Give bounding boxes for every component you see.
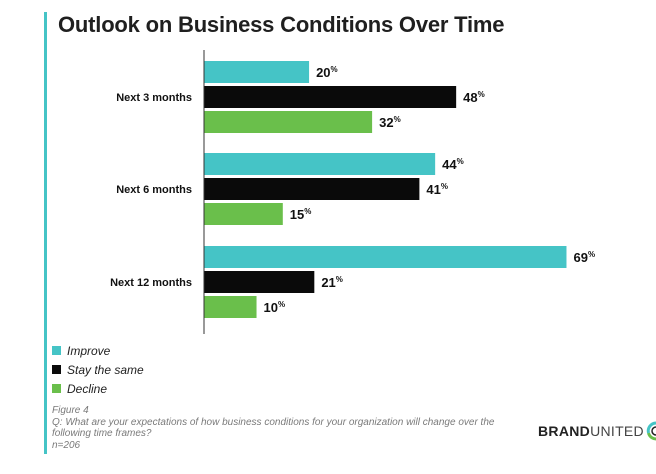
chart-title: Outlook on Business Conditions Over Time [58,12,505,37]
legend: Improve Stay the same Decline [52,341,144,398]
bar-decline-next-12-months [204,296,257,318]
logo-text-bold: BRAND [538,423,591,439]
legend-label-decline: Decline [67,381,108,396]
data-label-improve-next-3-months: 20% [316,65,338,80]
legend-swatch-decline [52,384,61,393]
title-accent-bar [44,12,47,454]
legend-swatch-improve [52,346,61,355]
legend-label-improve: Improve [67,343,111,358]
bar-improve-next-12-months [204,246,567,268]
data-label-decline-next-3-months: 32% [379,115,401,130]
data-label-improve-next-6-months: 44% [442,157,464,172]
bar-decline-next-6-months [204,203,283,225]
data-label-decline-next-6-months: 15% [290,207,312,222]
category-label-next-3-months: Next 3 months [116,92,192,104]
figure-number: Figure 4 [52,405,89,416]
bar-improve-next-6-months [204,153,436,175]
sample-size: n=206 [52,439,81,451]
logo-text-light: UNITED [590,423,644,439]
brand-logo: BRAND UNITED [538,420,656,442]
legend-item-decline: Decline [52,379,144,398]
survey-question: Q: What are your expectations of how bus… [52,416,495,440]
bar-improve-next-3-months [204,61,310,83]
data-label-stay-the-same-next-6-months: 41% [426,182,448,197]
legend-item-stay-the-same: Stay the same [52,360,144,379]
bar-stay-the-same-next-6-months [204,178,420,200]
bar-decline-next-3-months [204,111,373,133]
category-label-next-12-months: Next 12 months [110,277,192,289]
bar-stay-the-same-next-12-months [204,271,315,293]
data-label-stay-the-same-next-12-months: 21% [321,275,343,290]
category-label-next-6-months: Next 6 months [116,184,192,196]
bar-stay-the-same-next-3-months [204,86,457,108]
legend-label-stay-the-same: Stay the same [67,362,144,377]
legend-item-improve: Improve [52,341,144,360]
legend-swatch-stay-the-same [52,365,61,374]
data-label-stay-the-same-next-3-months: 48% [463,90,485,105]
figure-notes: Figure 4 Q: What are your expectations o… [52,405,512,451]
logo-ring-icon [646,421,656,441]
data-label-improve-next-12-months: 69% [573,250,595,265]
data-label-decline-next-12-months: 10% [264,300,286,315]
